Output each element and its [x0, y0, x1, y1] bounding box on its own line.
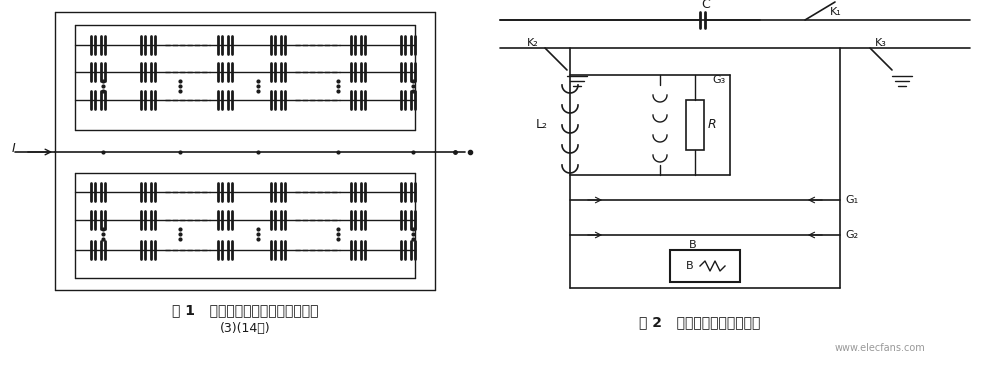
Text: (3)(14节): (3)(14节) [220, 321, 270, 335]
Text: K₃: K₃ [875, 38, 887, 48]
Text: G₃: G₃ [712, 75, 725, 85]
Text: C: C [701, 0, 710, 11]
Bar [670, 250, 740, 282]
Text: 图 1   典型单元电容器组内部接线图: 图 1 典型单元电容器组内部接线图 [172, 303, 318, 317]
Text: www.elecfans.com: www.elecfans.com [835, 343, 925, 353]
Text: B: B [689, 240, 697, 250]
Text: G₁: G₁ [845, 195, 858, 205]
Text: K₂: K₂ [527, 38, 539, 48]
Text: L₂: L₂ [536, 118, 548, 131]
Text: B: B [686, 261, 694, 271]
Text: G₂: G₂ [845, 230, 858, 240]
Text: R: R [708, 118, 717, 131]
Text: 图 2   典型单元的保护回路图: 图 2 典型单元的保护回路图 [639, 315, 760, 329]
Text: K₁: K₁ [830, 7, 842, 17]
Bar [686, 100, 704, 150]
Text: I: I [12, 141, 16, 155]
